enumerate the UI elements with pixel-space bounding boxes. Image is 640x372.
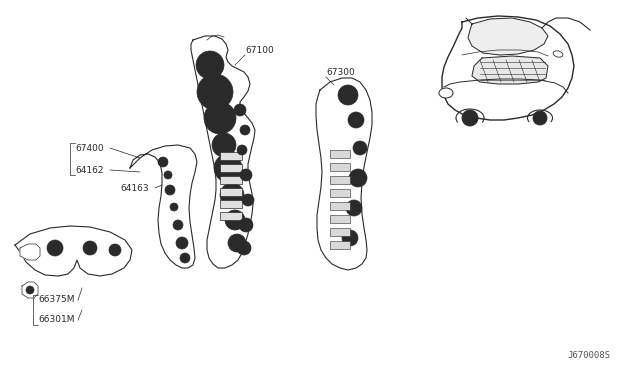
Polygon shape [22,282,38,298]
Text: 64163: 64163 [120,183,148,192]
Circle shape [214,154,242,182]
Bar [220,188,242,196]
Circle shape [234,104,246,116]
Circle shape [342,230,358,246]
Circle shape [158,157,168,167]
Circle shape [338,85,358,105]
Polygon shape [191,36,255,268]
Bar [330,241,350,249]
Text: 67300: 67300 [326,67,355,77]
Polygon shape [442,16,574,120]
Bar [330,163,350,171]
Circle shape [47,240,63,256]
Circle shape [353,141,367,155]
Bar [220,164,242,172]
Polygon shape [20,244,40,260]
Text: 67100: 67100 [245,45,274,55]
Circle shape [83,241,97,255]
Circle shape [196,51,224,79]
Circle shape [237,145,247,155]
Text: 64162: 64162 [75,166,104,174]
Circle shape [228,234,246,252]
Circle shape [240,125,250,135]
Circle shape [348,112,364,128]
Bar [330,176,350,184]
Bar [330,215,350,223]
Circle shape [220,183,244,207]
Bar [220,176,242,184]
Circle shape [197,74,233,110]
Circle shape [176,237,188,249]
Bar [330,202,350,210]
Polygon shape [468,18,548,55]
Circle shape [165,185,175,195]
Circle shape [180,253,190,263]
Circle shape [170,203,178,211]
Circle shape [346,200,362,216]
Bar [330,189,350,197]
Text: 67400: 67400 [75,144,104,153]
Circle shape [462,110,478,126]
Circle shape [237,241,251,255]
Bar [330,228,350,236]
Polygon shape [130,145,197,268]
Circle shape [109,244,121,256]
Circle shape [349,169,367,187]
Polygon shape [316,78,372,270]
Circle shape [225,210,245,230]
Text: 66375M: 66375M [38,295,74,305]
Circle shape [204,102,236,134]
Polygon shape [15,226,132,276]
Circle shape [212,133,236,157]
Circle shape [26,286,34,294]
Circle shape [240,169,252,181]
Bar [220,152,242,160]
Circle shape [173,220,183,230]
Circle shape [164,171,172,179]
Circle shape [239,218,253,232]
Ellipse shape [439,88,453,98]
Bar [220,200,242,208]
Bar [220,212,242,220]
Circle shape [242,194,254,206]
Ellipse shape [553,51,563,57]
Polygon shape [472,56,548,84]
Circle shape [533,111,547,125]
Text: J670008S: J670008S [567,350,610,359]
Bar [330,150,350,158]
Text: 66301M: 66301M [38,315,74,324]
